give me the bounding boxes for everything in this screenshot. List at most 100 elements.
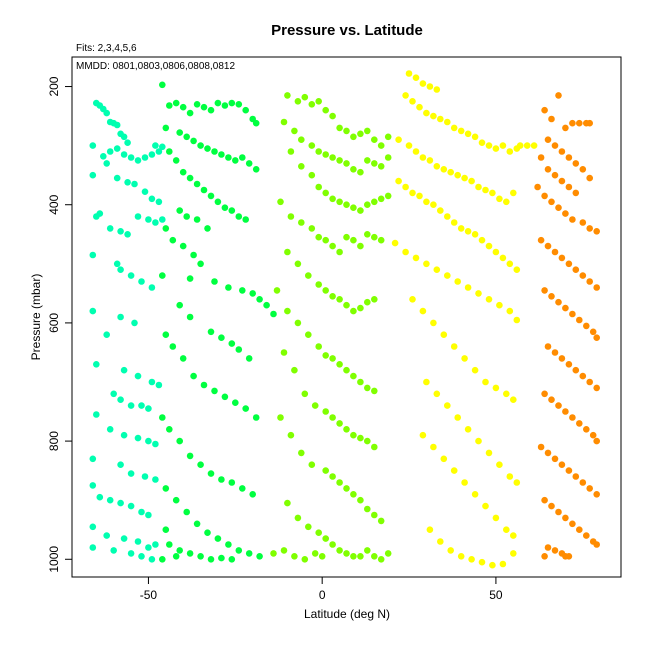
data-point bbox=[506, 307, 514, 315]
data-point bbox=[284, 499, 291, 507]
data-point bbox=[218, 554, 225, 562]
data-point bbox=[485, 142, 493, 149]
data-point bbox=[426, 83, 434, 90]
data-point bbox=[277, 198, 284, 206]
data-point bbox=[412, 254, 420, 262]
data-point bbox=[440, 455, 448, 463]
data-point bbox=[579, 479, 587, 486]
data-point bbox=[454, 278, 462, 285]
data-point bbox=[499, 254, 507, 262]
data-point bbox=[138, 508, 145, 516]
y-tick-label: 200 bbox=[47, 76, 61, 96]
data-point bbox=[197, 461, 204, 469]
data-point bbox=[471, 133, 479, 141]
data-point bbox=[357, 496, 364, 504]
data-point bbox=[586, 225, 593, 232]
data-point bbox=[336, 479, 343, 486]
data-point bbox=[565, 260, 573, 268]
data-point bbox=[461, 355, 468, 362]
data-point bbox=[270, 310, 277, 318]
data-point bbox=[471, 491, 479, 498]
data-point bbox=[364, 298, 371, 306]
data-point bbox=[402, 183, 409, 191]
data-point bbox=[544, 136, 552, 143]
data-point bbox=[569, 520, 576, 528]
data-point bbox=[145, 511, 152, 519]
data-point bbox=[235, 346, 243, 353]
data-point bbox=[371, 160, 378, 167]
data-point bbox=[322, 151, 330, 158]
data-point bbox=[583, 322, 590, 330]
data-point bbox=[586, 174, 593, 182]
data-point bbox=[239, 485, 246, 492]
data-point bbox=[541, 553, 548, 560]
data-point bbox=[204, 529, 211, 536]
data-point bbox=[336, 547, 343, 554]
data-point bbox=[256, 553, 263, 560]
data-point bbox=[145, 216, 152, 223]
data-point bbox=[228, 556, 236, 563]
data-point bbox=[496, 461, 503, 469]
data-point bbox=[169, 343, 177, 350]
data-point bbox=[364, 157, 371, 164]
data-point bbox=[232, 157, 239, 164]
data-point bbox=[148, 195, 156, 203]
data-point bbox=[572, 366, 580, 374]
data-point bbox=[186, 550, 194, 557]
data-point bbox=[478, 558, 486, 566]
data-point bbox=[357, 168, 364, 176]
data-point bbox=[558, 177, 566, 185]
data-point bbox=[138, 402, 145, 409]
data-point bbox=[218, 476, 225, 483]
data-point bbox=[440, 166, 448, 173]
data-point bbox=[172, 496, 180, 504]
data-point bbox=[301, 93, 309, 101]
data-point bbox=[120, 133, 128, 141]
data-point bbox=[159, 81, 166, 89]
data-point bbox=[371, 387, 378, 395]
data-point bbox=[110, 547, 117, 554]
data-point bbox=[120, 366, 128, 374]
data-point bbox=[232, 399, 239, 407]
data-point bbox=[200, 186, 208, 194]
data-point bbox=[127, 154, 135, 161]
data-point bbox=[343, 127, 350, 135]
data-point bbox=[343, 160, 350, 167]
data-point bbox=[558, 254, 566, 262]
data-point bbox=[218, 151, 225, 158]
data-point bbox=[343, 426, 350, 433]
data-point bbox=[166, 426, 173, 433]
series-3 bbox=[159, 81, 277, 563]
data-point bbox=[444, 118, 451, 126]
data-point bbox=[200, 103, 208, 111]
data-point bbox=[336, 157, 343, 164]
x-axis-label: Latitude (deg N) bbox=[304, 607, 390, 621]
data-point bbox=[551, 547, 559, 554]
data-point bbox=[179, 168, 187, 176]
data-point bbox=[245, 550, 253, 557]
data-point bbox=[242, 216, 249, 223]
data-point bbox=[145, 437, 152, 445]
data-point bbox=[364, 127, 371, 135]
data-point bbox=[308, 171, 316, 179]
data-point bbox=[176, 301, 183, 309]
data-point bbox=[551, 455, 559, 463]
data-point bbox=[329, 112, 336, 120]
data-point bbox=[357, 378, 364, 386]
data-point bbox=[225, 154, 232, 161]
data-point bbox=[357, 242, 364, 250]
data-point bbox=[280, 349, 288, 356]
data-points bbox=[89, 70, 600, 569]
data-point bbox=[350, 166, 357, 173]
data-point bbox=[572, 473, 580, 480]
data-point bbox=[395, 136, 402, 143]
data-point bbox=[447, 547, 455, 554]
data-point bbox=[162, 225, 170, 232]
data-point bbox=[193, 520, 201, 528]
data-point bbox=[377, 517, 385, 525]
data-point bbox=[148, 556, 156, 563]
data-point bbox=[141, 188, 149, 195]
data-point bbox=[576, 526, 583, 533]
data-point bbox=[249, 290, 256, 297]
data-point bbox=[294, 319, 302, 327]
